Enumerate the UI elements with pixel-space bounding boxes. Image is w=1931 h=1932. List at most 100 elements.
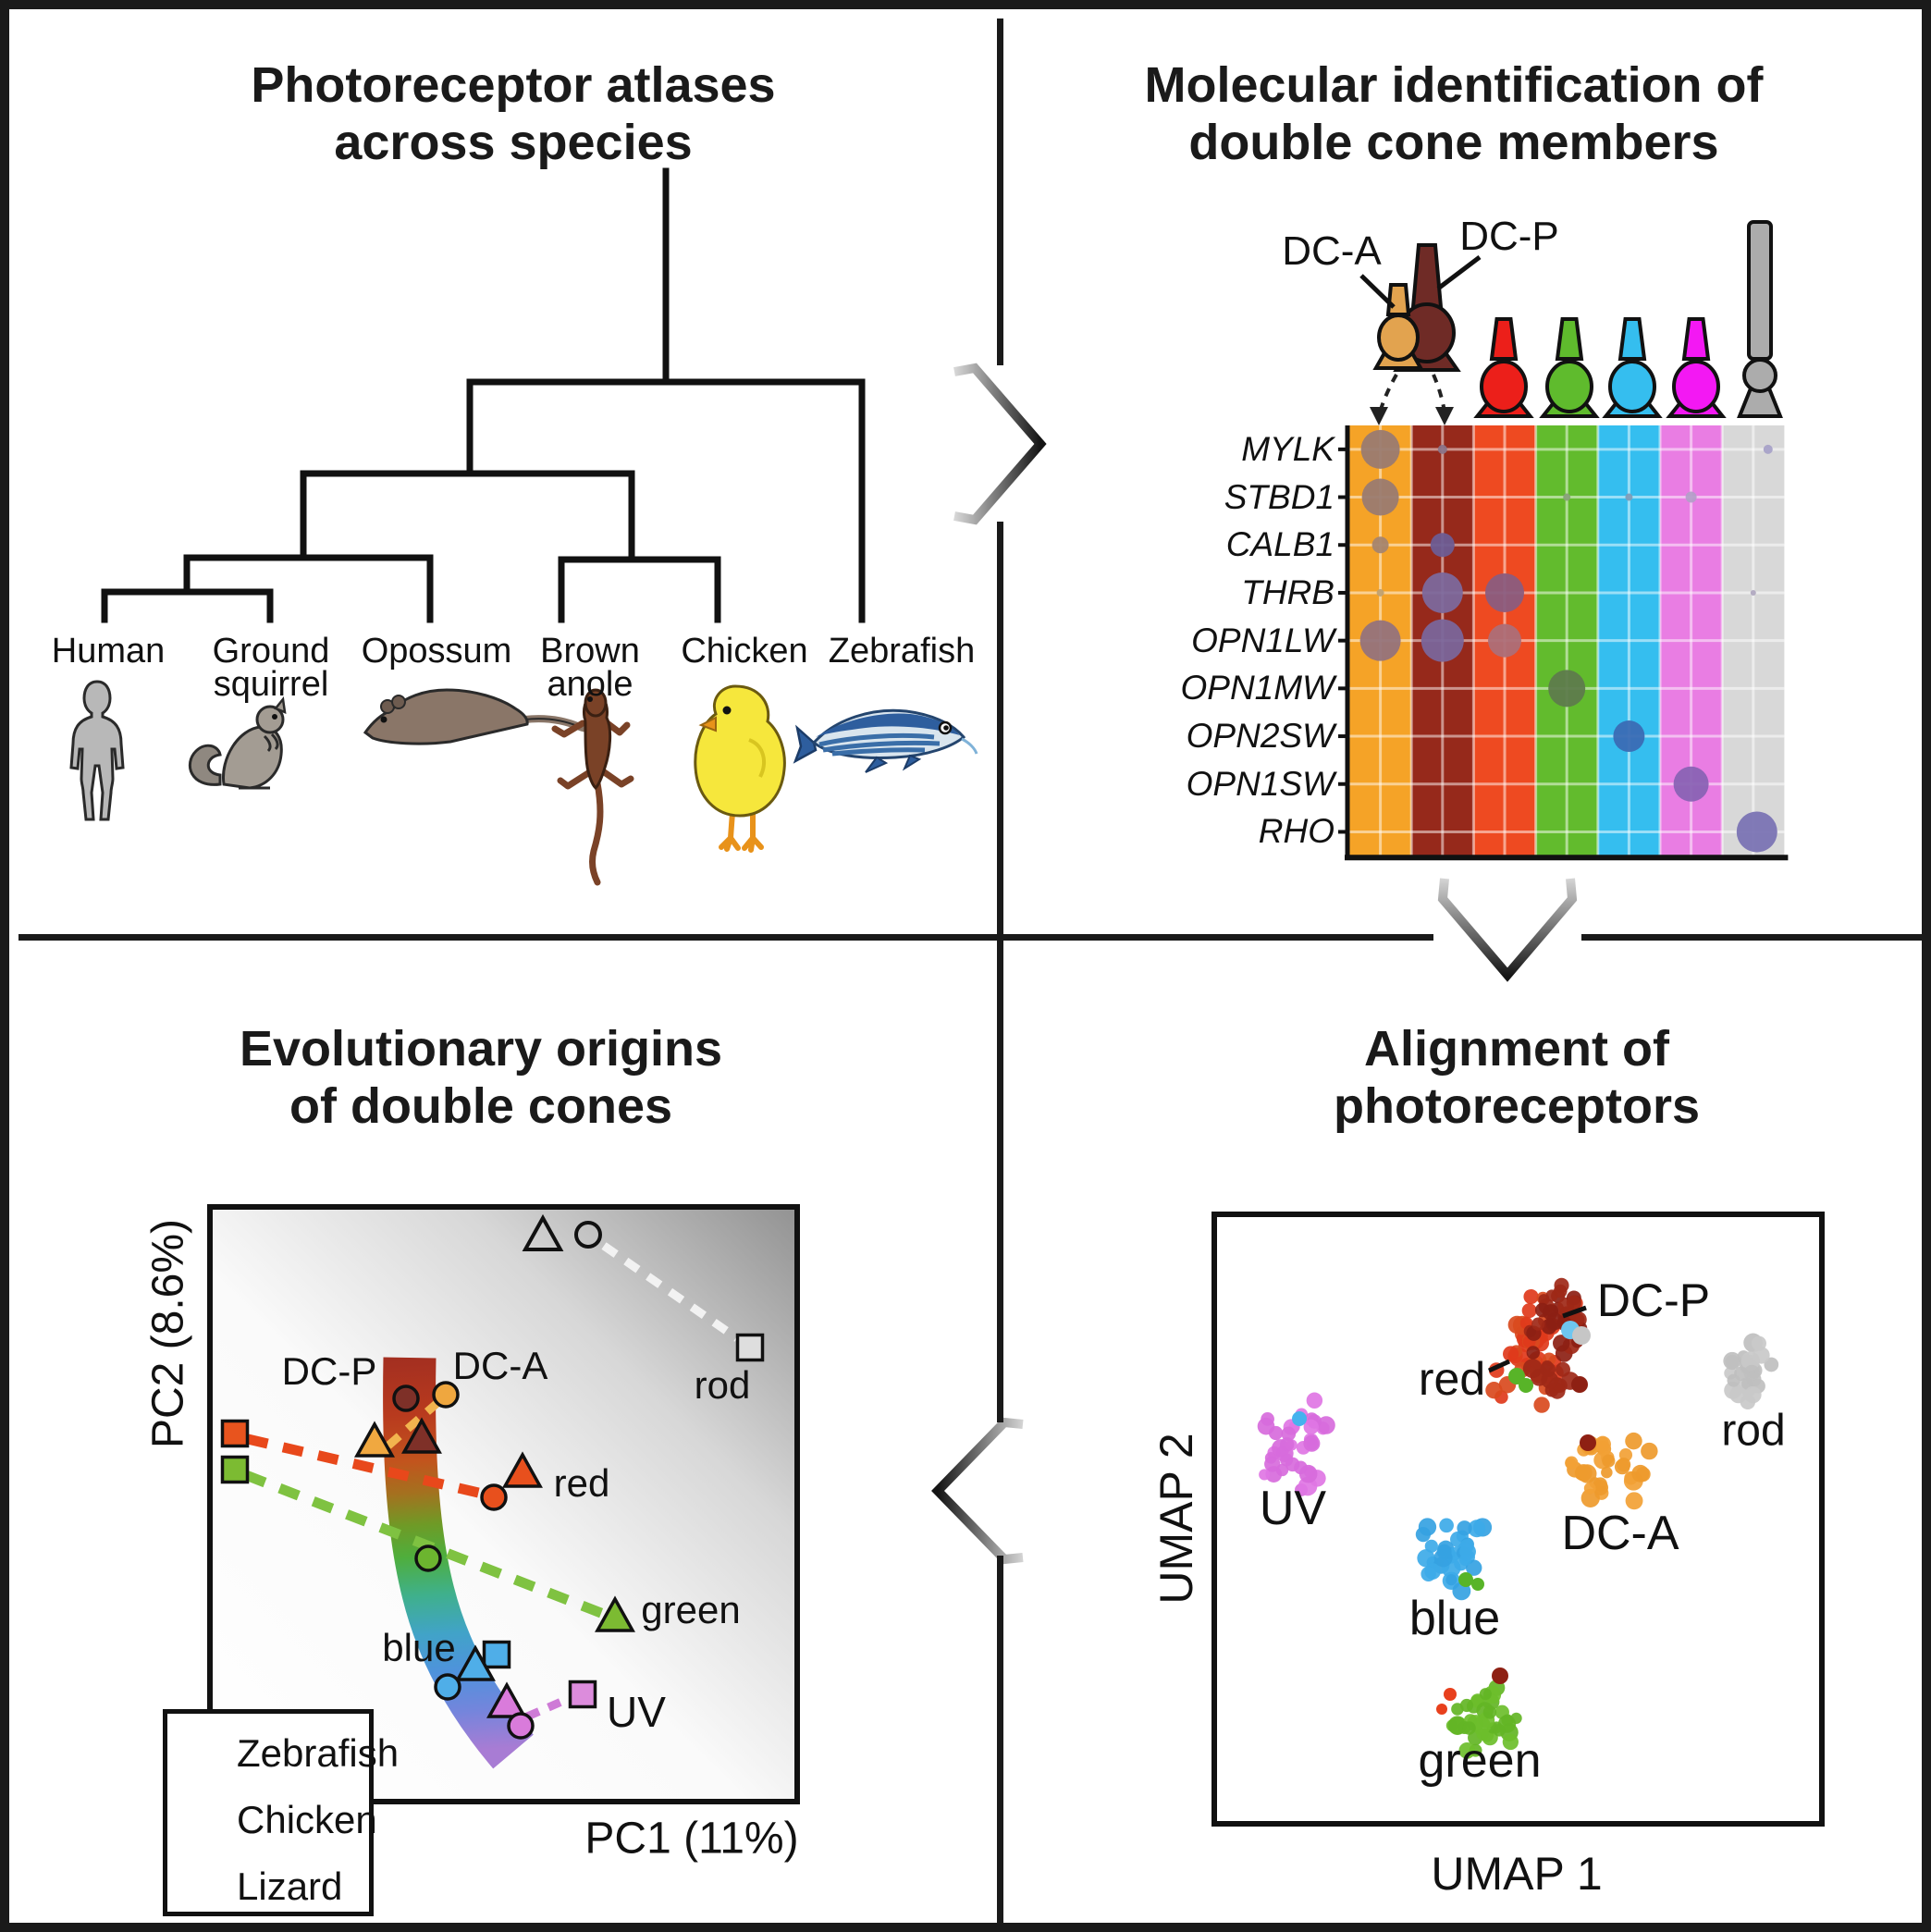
arrow-right-icon — [953, 363, 1047, 525]
expression-dot — [1736, 811, 1777, 853]
umap-speck — [1580, 1434, 1596, 1451]
umap-cluster-rod — [1723, 1333, 1779, 1409]
pca-marker-triangle — [502, 1451, 543, 1488]
gene-dot-plot — [1338, 425, 1789, 861]
pca-legend — [163, 1709, 374, 1916]
umap-speck — [1492, 1667, 1508, 1684]
umap-y-axis-label: UMAP 2 — [1150, 1433, 1202, 1605]
pca-point-label-red: red — [553, 1461, 610, 1505]
umap-cluster-label-blue: blue — [1408, 1592, 1501, 1645]
divider-horizontal-right — [1581, 934, 1922, 941]
pca-marker-circle — [480, 1483, 508, 1511]
gene-label-STBD1: STBD1 — [1224, 477, 1334, 516]
species-label-zebrafish: Zebrafish — [828, 632, 976, 671]
pca-marker-triangle — [354, 1421, 395, 1458]
legend-label-chicken: Chicken — [237, 1798, 377, 1841]
legend-label-zebrafish: Zebrafish — [237, 1731, 400, 1775]
divider-vertical-bottom-upper — [997, 941, 1003, 1422]
expression-dot — [1685, 491, 1697, 503]
panel-title-alignment-line2: photoreceptors — [1333, 1078, 1701, 1134]
pca-point-label-green: green — [641, 1588, 741, 1631]
panel-title-alignment-line1: Alignment of — [1364, 1021, 1669, 1077]
expression-dot — [1485, 572, 1524, 612]
umap-x-axis-label: UMAP 1 — [1431, 1848, 1603, 1900]
pca-dashed-link — [601, 1242, 740, 1342]
pca-point-label-UV: UV — [607, 1688, 666, 1736]
umap-speck — [1571, 1376, 1588, 1393]
umap-cluster-label-DC-P: DC-P — [1596, 1274, 1711, 1326]
gene-label-CALB1: CALB1 — [1225, 525, 1334, 564]
species-label-brown-anole: Brown anole — [540, 632, 640, 704]
species-label-ground-squirrel: Ground squirrel — [212, 632, 330, 704]
expression-dot — [1750, 589, 1756, 596]
opossum-icon — [363, 688, 603, 745]
pca-marker-circle — [507, 1712, 535, 1740]
pca-marker-triangle — [595, 1595, 635, 1632]
pca-point-label-DC-P: DC-P — [281, 1349, 377, 1393]
panel-title-atlases-line2: across species — [334, 115, 693, 170]
dc-a-label: DC-A — [1282, 228, 1382, 274]
species-label-opossum: Opossum — [361, 632, 512, 671]
umap-plot — [1211, 1212, 1825, 1827]
expression-dot — [1360, 429, 1400, 469]
umap-cluster-label-red: red — [1418, 1353, 1486, 1405]
human-icon — [69, 680, 125, 821]
expression-dot — [1430, 533, 1455, 558]
pca-dashed-link — [378, 1398, 441, 1456]
divider-vertical-bottom-lower — [997, 1556, 1003, 1923]
umap-speck — [1436, 1704, 1447, 1715]
expression-dot — [1376, 588, 1384, 597]
pca-marker-square — [220, 1455, 250, 1484]
pca-marker-triangle — [522, 1213, 564, 1251]
pca-x-axis-label: PC1 (11%) — [584, 1814, 799, 1864]
arrow-down-icon — [1437, 878, 1578, 982]
species-label-chicken: Chicken — [681, 632, 808, 671]
gene-label-RHO: RHO — [1258, 812, 1334, 851]
panel-title-evolution-line1: Evolutionary origins — [239, 1021, 723, 1077]
gene-label-MYLK: MYLK — [1241, 429, 1334, 468]
expression-dot — [1563, 493, 1571, 501]
flow-arrows — [931, 363, 1578, 1565]
gene-label-OPN1LW: OPN1LW — [1191, 621, 1334, 659]
pca-marker-triangle — [486, 1681, 527, 1718]
expression-dot — [1359, 620, 1401, 661]
dc-p-label: DC-P — [1459, 214, 1559, 259]
pca-point-label-blue: blue — [382, 1626, 456, 1669]
gene-label-OPN2SW: OPN2SW — [1186, 717, 1334, 756]
pca-marker-triangle — [401, 1417, 442, 1454]
chicken-icon — [694, 684, 786, 853]
pca-marker-square — [482, 1640, 511, 1669]
panel-title-molecular-line2: double cone members — [1188, 115, 1719, 170]
pca-marker-circle — [414, 1544, 442, 1572]
umap-speck — [1572, 1326, 1591, 1345]
panel-title-evolution-line2: of double cones — [289, 1078, 673, 1134]
umap-cluster-label-rod: rod — [1721, 1406, 1786, 1456]
umap-speck — [1458, 1572, 1473, 1587]
cone-icon — [1473, 317, 1534, 418]
umap-cluster-green — [1445, 1680, 1522, 1759]
pca-marker-square — [220, 1419, 250, 1448]
pca-point-label-rod: rod — [694, 1363, 751, 1407]
umap-cluster-DC-P-tail — [1530, 1360, 1580, 1399]
pca-marker-circle — [434, 1673, 461, 1701]
pca-marker-circle — [392, 1384, 420, 1412]
rod-icon — [1737, 220, 1783, 418]
pca-marker-triangle — [455, 1644, 496, 1681]
pca-dashed-link — [246, 1434, 488, 1500]
umap-speck — [1471, 1578, 1484, 1591]
divider-vertical-top-lower — [997, 522, 1003, 934]
panel-title-molecular-line1: Molecular identification of — [1144, 57, 1764, 113]
expression-dot — [1371, 536, 1389, 554]
expression-dot — [1548, 670, 1586, 708]
spectral-ribbon — [383, 1357, 534, 1769]
pca-plot — [190, 1204, 800, 1901]
umap-speck — [1519, 1378, 1533, 1393]
divider-vertical-top-upper — [997, 18, 1003, 365]
pca-marker-square — [568, 1680, 597, 1709]
divider-horizontal-left — [18, 934, 1433, 941]
pca-point-label-DC-A: DC-A — [452, 1344, 548, 1387]
arrow-left-icon — [931, 1417, 1024, 1565]
expression-dot — [1613, 720, 1645, 753]
phylogenetic-tree — [101, 167, 866, 623]
expression-dot — [1437, 444, 1447, 454]
